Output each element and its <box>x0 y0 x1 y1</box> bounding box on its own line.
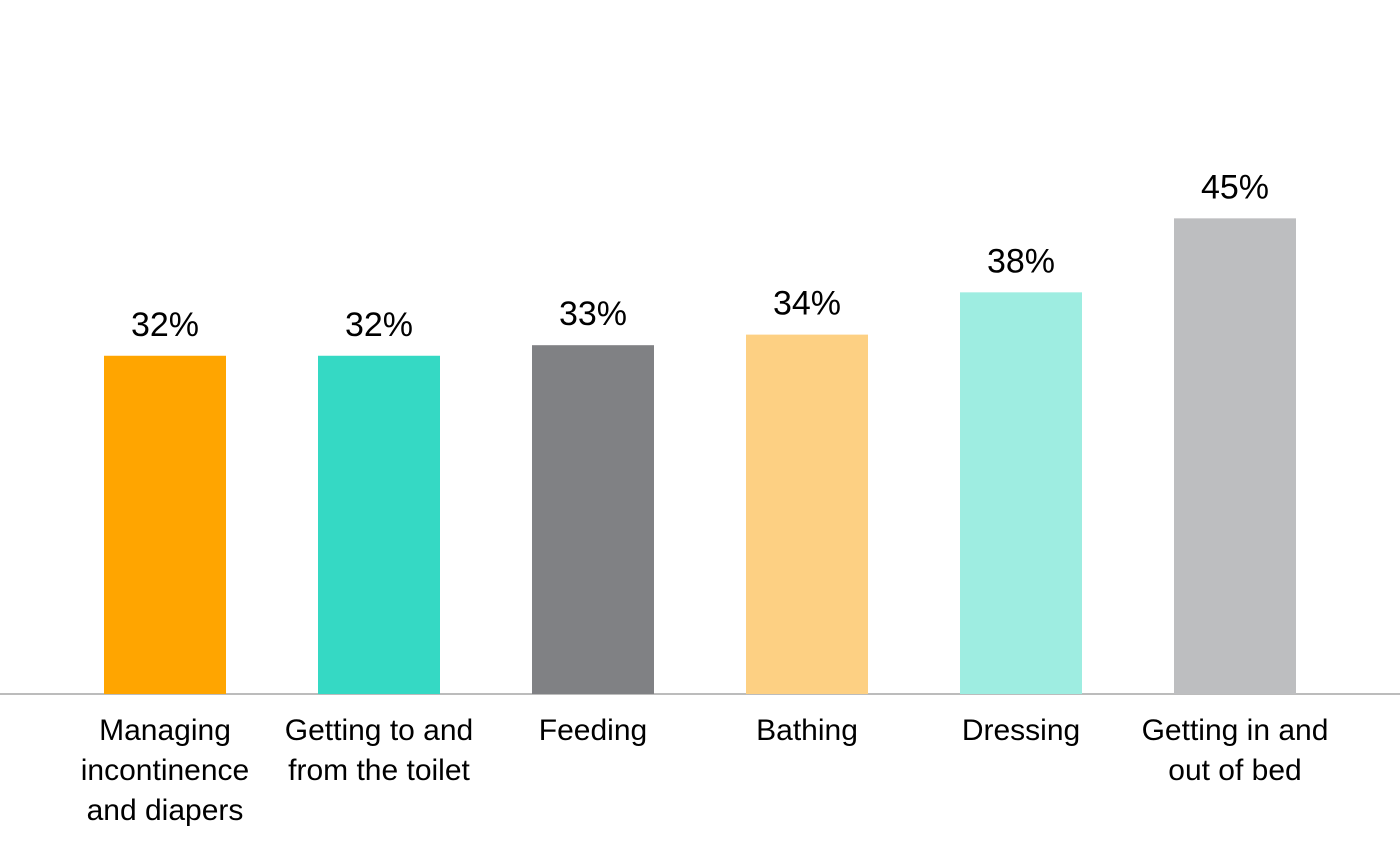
value-label-3: 34% <box>773 285 841 323</box>
category-label-0: Managing incontinence and diapers <box>81 714 249 827</box>
bar-5 <box>1174 218 1296 694</box>
category-label-5: Getting in and out of bed <box>1142 714 1329 787</box>
category-label-4: Dressing <box>962 714 1080 747</box>
bar-0 <box>104 355 226 694</box>
value-label-4: 38% <box>987 242 1055 280</box>
category-label-line: Getting to and <box>285 714 473 747</box>
category-label-3: Bathing <box>756 714 858 747</box>
value-label-0: 32% <box>131 306 199 344</box>
category-label-line: Managing <box>99 714 231 747</box>
category-label-line: from the toilet <box>288 754 470 787</box>
value-label-2: 33% <box>559 295 627 333</box>
value-label-5: 45% <box>1201 168 1269 206</box>
category-label-line: Feeding <box>539 714 647 747</box>
bars-group <box>104 218 1296 694</box>
bar-2 <box>532 345 654 694</box>
value-labels-group: 32% 32% 33% 34% 38% 45% <box>131 168 1269 343</box>
category-label-2: Feeding <box>539 714 647 747</box>
category-label-line: and diapers <box>87 794 244 827</box>
category-label-line: out of bed <box>1168 754 1301 787</box>
category-label-line: Dressing <box>962 714 1080 747</box>
category-label-line: Bathing <box>756 714 858 747</box>
bar-1 <box>318 355 440 694</box>
category-labels-group: Managing incontinence and diapers Getting t… <box>81 714 1329 827</box>
value-label-1: 32% <box>345 306 413 344</box>
bar-3 <box>746 334 868 694</box>
category-label-1: Getting to and from the toilet <box>285 714 473 787</box>
bar-4 <box>960 292 1082 694</box>
category-label-line: Getting in and <box>1142 714 1329 747</box>
category-label-line: incontinence <box>81 754 249 787</box>
